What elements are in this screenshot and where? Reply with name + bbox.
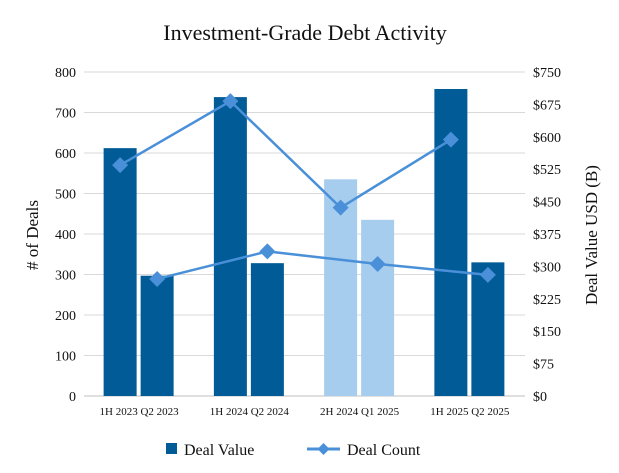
- bar: [213, 97, 247, 397]
- left-tick-label: 400: [55, 228, 76, 243]
- right-tick-label: $600: [533, 131, 561, 146]
- legend-label-deal-value: Deal Value: [184, 442, 254, 459]
- bar: [471, 262, 505, 396]
- y2-axis-title: Deal Value USD (B): [582, 165, 601, 305]
- left-tick-label: 100: [55, 350, 76, 365]
- right-tick-label: $750: [533, 66, 561, 81]
- bar: [140, 275, 174, 396]
- deal-count-line: [119, 99, 452, 210]
- deal-count-point: [222, 93, 239, 110]
- left-tick-label: 500: [55, 188, 76, 203]
- category-labels: 1H 2023 Q2 2023 1H 2024 Q2 2024 2H 2024 Q1…: [100, 406, 510, 418]
- left-axis-ticks: 0 100 200 300 400 500 600 700 800: [55, 66, 76, 405]
- category-label: 1H 2023 Q2 2023: [100, 406, 180, 418]
- left-tick-label: 300: [55, 269, 76, 284]
- deal-count-point: [149, 270, 166, 287]
- category-label: 1H 2024 Q2 2024: [210, 406, 290, 418]
- legend-marker-deal-count: [317, 443, 330, 455]
- deal-count-point: [259, 243, 276, 260]
- bar: [250, 263, 284, 396]
- bars: [103, 89, 505, 397]
- right-axis-ticks: $0 $75 $150 $225 $300 $375 $450 $525 $600 $675 $75…: [533, 66, 561, 405]
- legend-label-deal-count: Deal Count: [347, 442, 421, 459]
- left-tick-label: 800: [55, 66, 76, 81]
- chart-title: Investment-Grade Debt Activity: [163, 20, 446, 45]
- legend-swatch-deal-value: [166, 443, 177, 454]
- right-tick-label: $0: [533, 390, 547, 405]
- right-tick-label: $150: [533, 325, 561, 340]
- y-axis-title: # of Deals: [23, 200, 42, 270]
- right-tick-label: $300: [533, 260, 561, 275]
- legend: Deal Value Deal Count: [166, 442, 421, 459]
- left-tick-label: 200: [55, 309, 76, 324]
- deal-count-line: [156, 250, 488, 281]
- right-tick-label: $675: [533, 98, 561, 113]
- right-tick-label: $450: [533, 196, 561, 211]
- deal-count-point: [112, 157, 129, 174]
- deal-count-point: [479, 266, 496, 283]
- right-tick-label: $375: [533, 228, 561, 243]
- bar: [103, 148, 137, 396]
- left-tick-label: 0: [69, 390, 76, 405]
- bar: [361, 219, 395, 396]
- right-tick-label: $225: [533, 293, 561, 308]
- lines: [112, 93, 496, 287]
- right-tick-label: $75: [533, 358, 554, 373]
- right-tick-label: $525: [533, 163, 561, 178]
- deal-count-point: [369, 255, 386, 272]
- left-tick-label: 600: [55, 147, 76, 162]
- category-label: 1H 2025 Q2 2025: [430, 406, 510, 418]
- deal-count-point: [442, 131, 459, 148]
- deal-count-point: [332, 199, 349, 216]
- category-label: 2H 2024 Q1 2025: [320, 406, 400, 418]
- left-tick-label: 700: [55, 107, 76, 122]
